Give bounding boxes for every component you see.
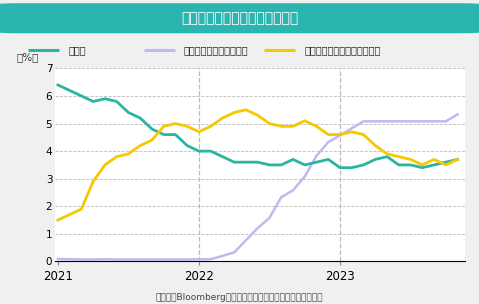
Text: （出所：Bloombergより住友商事グローバルリサーチ作成）: （出所：Bloombergより住友商事グローバルリサーチ作成）: [156, 293, 323, 302]
Text: フェデラルファンド金利: フェデラルファンド金利: [184, 45, 249, 55]
Text: 米国の政策金利、物価、失業率: 米国の政策金利、物価、失業率: [181, 11, 298, 25]
Text: （%）: （%）: [16, 53, 38, 63]
FancyBboxPatch shape: [0, 3, 479, 33]
Text: 失業率: 失業率: [68, 45, 86, 55]
Text: 個人消費支出コアデフレター: 個人消費支出コアデフレター: [304, 45, 381, 55]
